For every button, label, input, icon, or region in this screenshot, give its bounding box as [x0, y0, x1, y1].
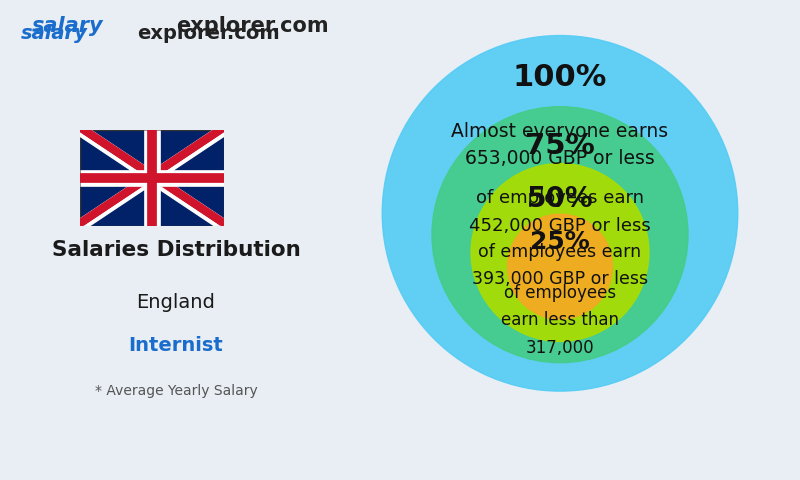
Text: earn less than: earn less than [501, 311, 619, 329]
Text: 50%: 50% [526, 185, 594, 213]
Text: of employees earn: of employees earn [476, 189, 644, 207]
Text: 317,000: 317,000 [526, 339, 594, 357]
Text: Almost everyone earns: Almost everyone earns [451, 122, 669, 141]
Text: Internist: Internist [129, 336, 223, 355]
Text: England: England [137, 293, 215, 312]
Text: 653,000 GBP or less: 653,000 GBP or less [465, 149, 655, 168]
Text: of employees: of employees [504, 284, 616, 301]
Text: salary: salary [32, 16, 104, 36]
Text: explorer.com: explorer.com [138, 24, 280, 43]
Text: 25%: 25% [530, 230, 590, 254]
Circle shape [432, 107, 688, 363]
Text: 393,000 GBP or less: 393,000 GBP or less [472, 270, 648, 288]
Text: explorer.com: explorer.com [176, 16, 329, 36]
Circle shape [507, 214, 613, 319]
Text: * Average Yearly Salary: * Average Yearly Salary [94, 384, 258, 398]
Text: of employees earn: of employees earn [478, 243, 642, 261]
Text: 100%: 100% [513, 63, 607, 93]
Circle shape [382, 36, 738, 391]
Text: salary: salary [21, 24, 88, 43]
Text: 75%: 75% [525, 132, 595, 160]
FancyBboxPatch shape [80, 130, 224, 226]
Text: Salaries Distribution: Salaries Distribution [52, 240, 300, 260]
Circle shape [471, 164, 649, 341]
Text: 452,000 GBP or less: 452,000 GBP or less [469, 217, 651, 235]
